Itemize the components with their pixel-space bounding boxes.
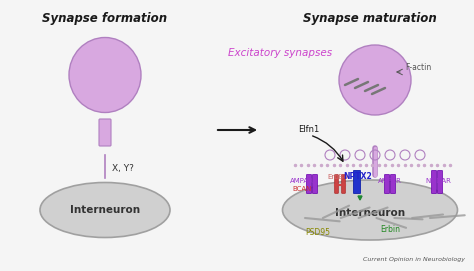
Text: Excitatory synapses: Excitatory synapses <box>228 48 332 58</box>
Ellipse shape <box>339 45 411 115</box>
Ellipse shape <box>283 180 457 240</box>
Text: Elfn1: Elfn1 <box>298 125 319 134</box>
Text: Erbin: Erbin <box>380 225 400 234</box>
FancyBboxPatch shape <box>431 170 437 193</box>
Text: Synapse formation: Synapse formation <box>43 12 168 25</box>
FancyBboxPatch shape <box>312 175 318 193</box>
Ellipse shape <box>69 37 141 112</box>
Text: AMPAR: AMPAR <box>290 178 314 184</box>
Text: Interneuron: Interneuron <box>70 205 140 215</box>
Text: Interneuron: Interneuron <box>335 208 405 218</box>
FancyBboxPatch shape <box>384 175 390 193</box>
Text: X, Y?: X, Y? <box>112 163 134 173</box>
FancyBboxPatch shape <box>354 170 361 193</box>
FancyBboxPatch shape <box>335 175 338 193</box>
FancyBboxPatch shape <box>391 175 395 193</box>
Text: Current Opinion in Neurobiology: Current Opinion in Neurobiology <box>363 257 465 262</box>
FancyBboxPatch shape <box>438 170 443 193</box>
Text: NPTX2: NPTX2 <box>344 172 373 181</box>
FancyBboxPatch shape <box>342 175 345 193</box>
Text: ErbB4: ErbB4 <box>328 174 348 180</box>
Text: BCAN: BCAN <box>292 186 312 192</box>
FancyBboxPatch shape <box>99 119 111 146</box>
Polygon shape <box>358 196 362 200</box>
Text: NMDAR: NMDAR <box>425 178 451 184</box>
Ellipse shape <box>40 182 170 237</box>
Text: Synapse maturation: Synapse maturation <box>303 12 437 25</box>
Text: AMPAR: AMPAR <box>378 178 402 184</box>
Text: PSD95: PSD95 <box>305 228 330 237</box>
FancyBboxPatch shape <box>307 175 311 193</box>
Text: F-actin: F-actin <box>405 63 431 73</box>
